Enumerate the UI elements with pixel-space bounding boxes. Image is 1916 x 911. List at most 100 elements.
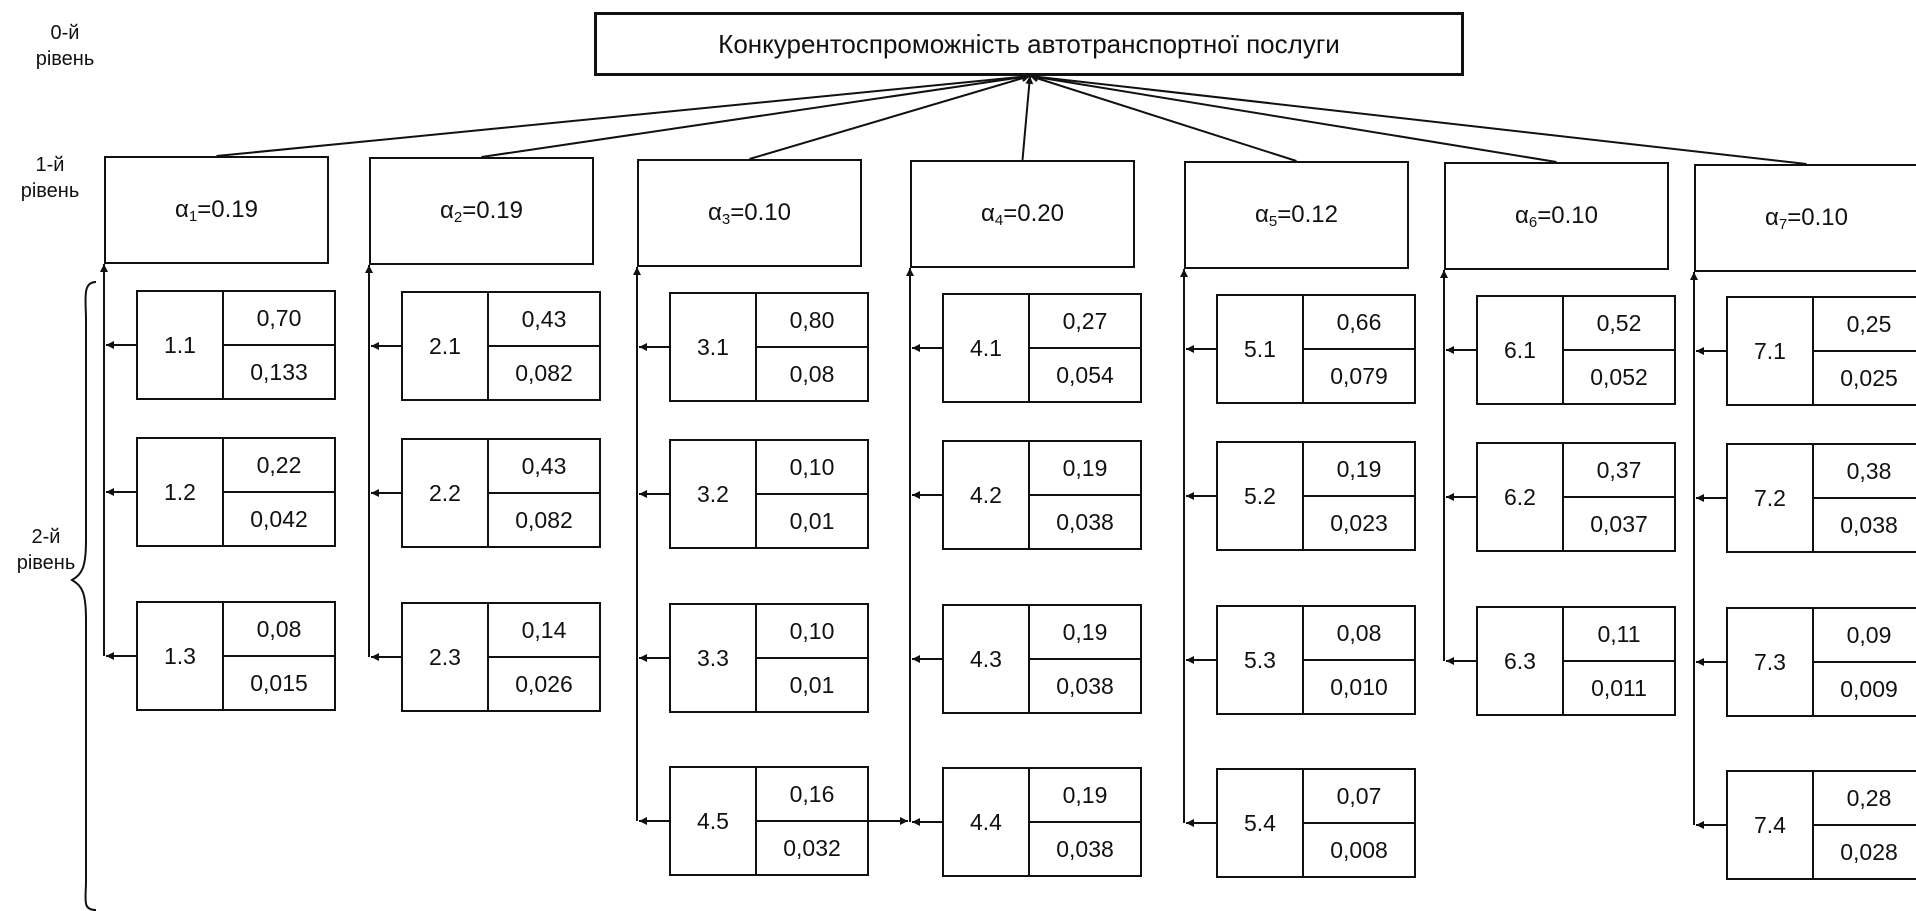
subcriterion-2-3: 2.3 0,14 0,026 xyxy=(401,602,601,712)
criterion-label: α2=0.19 xyxy=(440,196,523,226)
subcriterion-id: 6.2 xyxy=(1478,444,1564,550)
global-weight: 0,038 xyxy=(1056,508,1114,535)
local-weight: 0,28 xyxy=(1814,772,1916,826)
criterion-label: α5=0.12 xyxy=(1255,200,1338,230)
subcriterion-id: 5.1 xyxy=(1218,296,1304,402)
criterion-node-1: α1=0.19 xyxy=(104,156,329,264)
subcriterion-values: 0,38 0,038 xyxy=(1814,445,1916,551)
subcriterion-1-2: 1.2 0,22 0,042 xyxy=(136,437,336,547)
level-2-brace xyxy=(70,281,97,911)
subcriterion-1-1: 1.1 0,70 0,133 xyxy=(136,290,336,400)
criterion-label: α6=0.10 xyxy=(1515,201,1598,231)
subcriterion-5-2: 5.2 0,19 0,023 xyxy=(1216,441,1416,551)
subcriterion-values: 0,07 0,008 xyxy=(1304,770,1414,876)
subcriterion-id: 1.1 xyxy=(138,292,224,398)
criterion-node-3: α3=0.10 xyxy=(637,159,862,267)
global-weight: 0,010 xyxy=(1330,673,1388,700)
subcriterion-id: 2.2 xyxy=(403,440,489,546)
subcriterion-5-3: 5.3 0,08 0,010 xyxy=(1216,605,1416,715)
link-criterion-2-root xyxy=(481,73,1031,158)
subcriterion-4-4: 4.4 0,19 0,038 xyxy=(942,767,1142,877)
global-weight: 0,082 xyxy=(515,359,573,386)
subcriterion-4-2: 4.2 0,19 0,038 xyxy=(942,440,1142,550)
global-weight: 0,011 xyxy=(1591,674,1647,701)
subcriterion-values: 0,43 0,082 xyxy=(489,440,599,546)
link-criterion-6-root xyxy=(1029,73,1557,163)
subcriterion-values: 0,19 0,038 xyxy=(1030,442,1140,548)
subcriterion-values: 0,14 0,026 xyxy=(489,604,599,710)
subcriterion-7-1: 7.1 0,25 0,025 xyxy=(1726,296,1916,406)
subcriterion-id: 3.1 xyxy=(671,294,757,400)
global-weight: 0,01 xyxy=(789,671,835,698)
global-weight: 0,038 xyxy=(1056,672,1114,699)
subcriterion-7-3: 7.3 0,09 0,009 xyxy=(1726,607,1916,717)
subcriterion-id: 3.3 xyxy=(671,605,757,711)
subcriterion-3-1: 3.1 0,80 0,08 xyxy=(669,292,869,402)
subcriterion-id: 7.3 xyxy=(1728,609,1814,715)
subcriterion-values: 0,08 0,010 xyxy=(1304,607,1414,713)
local-weight: 0,10 xyxy=(757,605,867,659)
local-weight: 0,43 xyxy=(489,293,599,347)
subcriterion-4-1: 4.1 0,27 0,054 xyxy=(942,293,1142,403)
local-weight: 0,19 xyxy=(1030,769,1140,823)
local-weight: 0,22 xyxy=(224,439,334,493)
local-weight: 0,80 xyxy=(757,294,867,348)
criterion-label: α4=0.20 xyxy=(981,199,1064,229)
global-weight: 0,054 xyxy=(1056,361,1114,388)
criterion-node-2: α2=0.19 xyxy=(369,157,594,265)
global-weight: 0,032 xyxy=(783,834,841,861)
subcriterion-values: 0,11 0,011 xyxy=(1564,608,1674,714)
local-weight: 0,19 xyxy=(1030,606,1140,660)
local-weight: 0,52 xyxy=(1564,297,1674,351)
subcriterion-3-3: 3.3 0,10 0,01 xyxy=(669,603,869,713)
level-1-label: 1-й рівень xyxy=(20,154,80,202)
global-weight: 0,026 xyxy=(515,670,573,697)
subcriterion-values: 0,37 0,037 xyxy=(1564,444,1674,550)
subcriterion-values: 0,52 0,052 xyxy=(1564,297,1674,403)
subcriterion-2-1: 2.1 0,43 0,082 xyxy=(401,291,601,401)
subcriterion-values: 0,80 0,08 xyxy=(757,294,867,400)
local-weight: 0,19 xyxy=(1030,442,1140,496)
subcriterion-values: 0,22 0,042 xyxy=(224,439,334,545)
global-weight: 0,052 xyxy=(1590,363,1648,390)
subcriterion-2-2: 2.2 0,43 0,082 xyxy=(401,438,601,548)
subcriterion-4-5: 4.5 0,16 0,032 xyxy=(669,766,869,876)
local-weight: 0,16 xyxy=(757,768,867,822)
subcriterion-id: 4.5 xyxy=(671,768,757,874)
subcriterion-values: 0,70 0,133 xyxy=(224,292,334,398)
subcriterion-values: 0,08 0,015 xyxy=(224,603,334,709)
global-weight: 0,042 xyxy=(250,505,308,532)
local-weight: 0,11 xyxy=(1564,608,1674,662)
subcriterion-6-2: 6.2 0,37 0,037 xyxy=(1476,442,1676,552)
subcriterion-6-3: 6.3 0,11 0,011 xyxy=(1476,606,1676,716)
criterion-node-4: α4=0.20 xyxy=(910,160,1135,268)
subcriterion-values: 0,10 0,01 xyxy=(757,441,867,547)
subcriterion-values: 0,66 0,079 xyxy=(1304,296,1414,402)
subcriterion-values: 0,28 0,028 xyxy=(1814,772,1916,878)
local-weight: 0,27 xyxy=(1030,295,1140,349)
criterion-node-7: α7=0.10 xyxy=(1694,164,1916,272)
subcriterion-3-2: 3.2 0,10 0,01 xyxy=(669,439,869,549)
criterion-label: α3=0.10 xyxy=(708,198,791,228)
subcriterion-id: 2.3 xyxy=(403,604,489,710)
local-weight: 0,25 xyxy=(1814,298,1916,352)
local-weight: 0,37 xyxy=(1564,444,1674,498)
level-2-label: 2-й рівень xyxy=(16,526,76,574)
subcriterion-id: 3.2 xyxy=(671,441,757,547)
subcriterion-values: 0,27 0,054 xyxy=(1030,295,1140,401)
subcriterion-values: 0,19 0,023 xyxy=(1304,443,1414,549)
subcriterion-id: 7.4 xyxy=(1728,772,1814,878)
subcriterion-id: 5.2 xyxy=(1218,443,1304,549)
local-weight: 0,08 xyxy=(1304,607,1414,661)
global-weight: 0,038 xyxy=(1840,511,1898,538)
subcriterion-values: 0,19 0,038 xyxy=(1030,606,1140,712)
subcriterion-id: 4.2 xyxy=(944,442,1030,548)
subcriterion-7-2: 7.2 0,38 0,038 xyxy=(1726,443,1916,553)
subcriterion-4-3: 4.3 0,19 0,038 xyxy=(942,604,1142,714)
subcriterion-id: 1.3 xyxy=(138,603,224,709)
link-criterion-3-root xyxy=(749,74,1031,160)
subcriterion-id: 1.2 xyxy=(138,439,224,545)
subcriterion-values: 0,43 0,082 xyxy=(489,293,599,399)
global-weight: 0,038 xyxy=(1056,835,1114,862)
global-weight: 0,023 xyxy=(1330,509,1388,536)
